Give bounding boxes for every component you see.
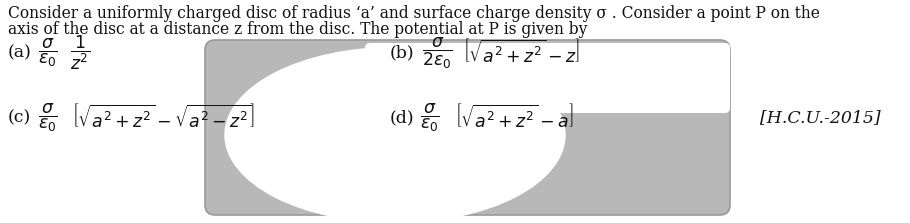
Text: $\dfrac{\sigma}{\epsilon_0}$: $\dfrac{\sigma}{\epsilon_0}$ xyxy=(38,102,57,134)
Text: (a): (a) xyxy=(8,45,32,62)
Text: $\dfrac{\sigma}{\epsilon_0}$: $\dfrac{\sigma}{\epsilon_0}$ xyxy=(420,102,440,134)
Text: $\left[\sqrt{a^2+z^2}-\sqrt{a^2-z^2}\right]$: $\left[\sqrt{a^2+z^2}-\sqrt{a^2-z^2}\rig… xyxy=(72,104,256,132)
FancyBboxPatch shape xyxy=(365,43,730,113)
FancyBboxPatch shape xyxy=(205,40,730,215)
Ellipse shape xyxy=(225,47,565,223)
Text: (b): (b) xyxy=(390,45,415,62)
Text: $\left[\sqrt{a^2+z^2}-a\right]$: $\left[\sqrt{a^2+z^2}-a\right]$ xyxy=(455,104,573,132)
Text: $\dfrac{1}{z^2}$: $\dfrac{1}{z^2}$ xyxy=(70,34,90,72)
Text: $\left[\sqrt{a^2+z^2}-z\right]$: $\left[\sqrt{a^2+z^2}-z\right]$ xyxy=(463,39,580,67)
Text: $\dfrac{\sigma}{\epsilon_0}$: $\dfrac{\sigma}{\epsilon_0}$ xyxy=(38,37,57,69)
Text: Consider a uniformly charged disc of radius ‘a’ and surface charge density σ . C: Consider a uniformly charged disc of rad… xyxy=(8,5,820,22)
Text: $\dfrac{\sigma}{2\epsilon_0}$: $\dfrac{\sigma}{2\epsilon_0}$ xyxy=(422,35,452,71)
Text: (d): (d) xyxy=(390,109,415,126)
Text: (c): (c) xyxy=(8,109,31,126)
Text: [H.C.U.-2015]: [H.C.U.-2015] xyxy=(760,109,881,126)
Text: axis of the disc at a distance z from the disc. The potential at P is given by: axis of the disc at a distance z from th… xyxy=(8,21,587,38)
